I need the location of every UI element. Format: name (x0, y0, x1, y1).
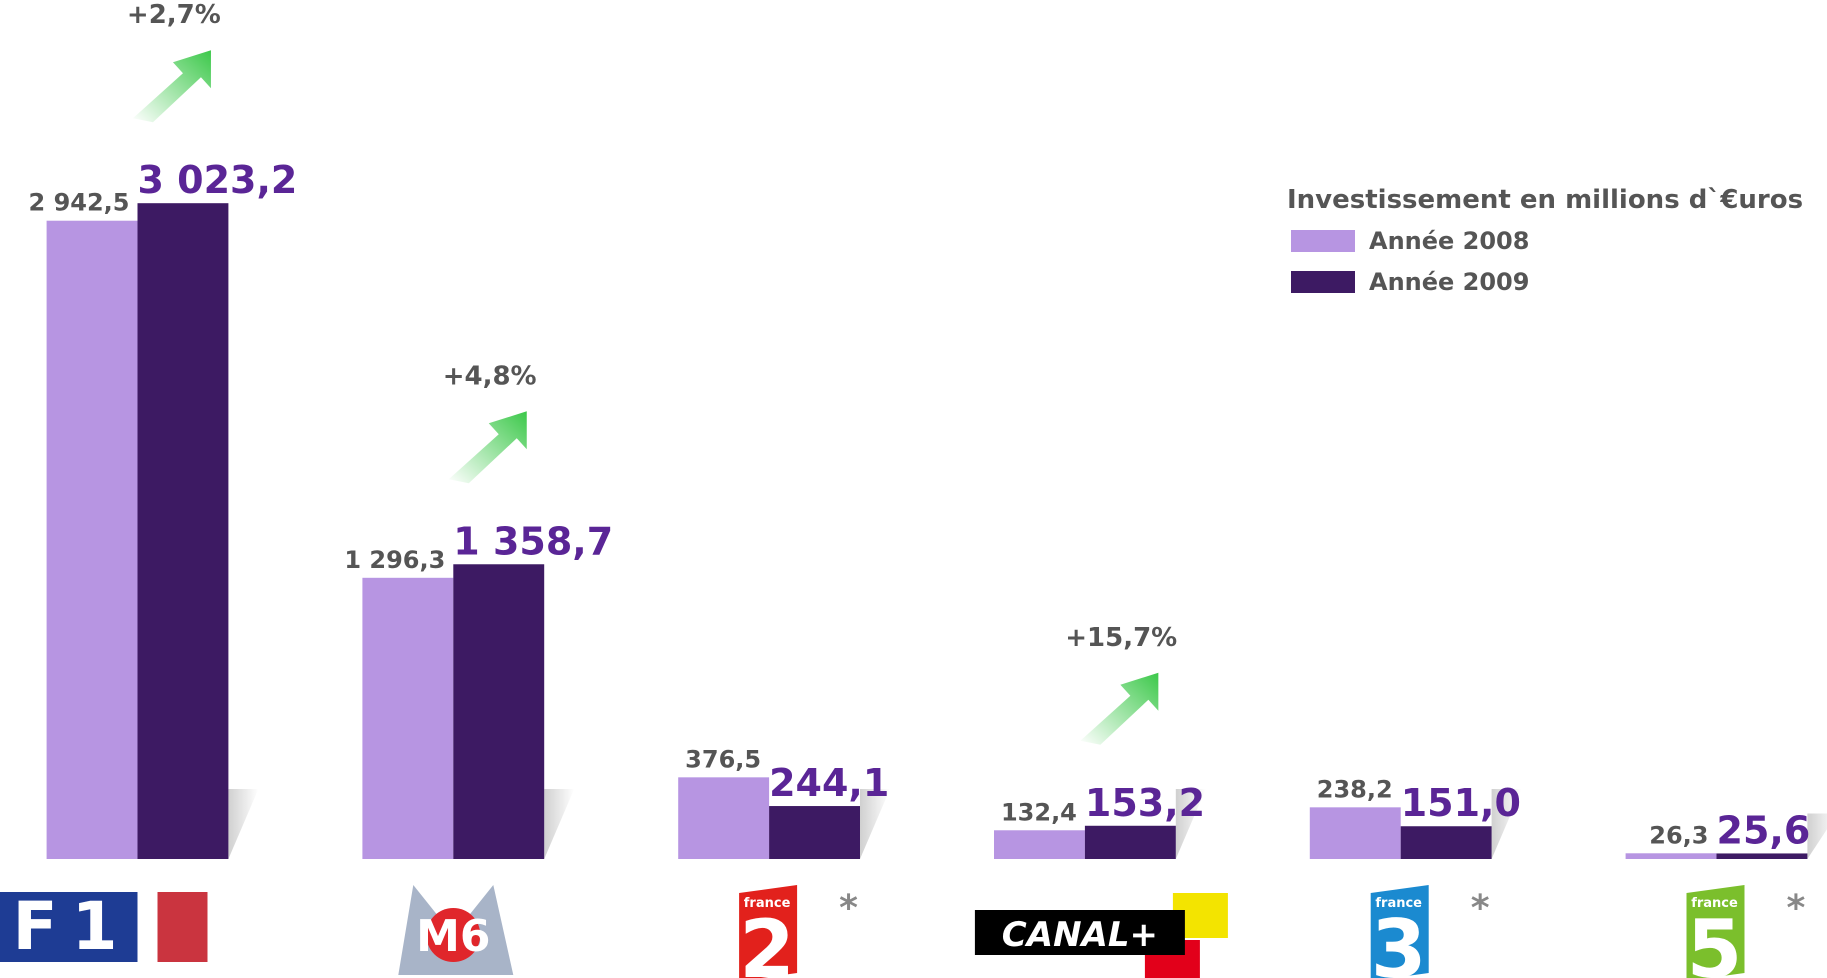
logo (1370, 885, 1429, 978)
logo (974, 910, 1185, 955)
value-label: 26,3 (1649, 821, 1708, 849)
logo-text: france (1375, 896, 1422, 911)
legend-label: Année 2009 (1369, 268, 1529, 296)
annotation: +15,7% (1065, 623, 1177, 653)
legend-swatch (1291, 230, 1355, 252)
bar-shadow (544, 789, 575, 859)
bar (1084, 825, 1176, 859)
bar-shadow (860, 789, 890, 859)
footnote-marker: * (1471, 888, 1490, 929)
value-label: 1 358,7 (453, 519, 613, 563)
bar-shadow (228, 789, 259, 859)
legend-title: Investissement en millions d`€uros (1287, 185, 1803, 215)
logo (426, 908, 481, 962)
value-label: 238,2 (1317, 775, 1393, 803)
bar (1716, 853, 1808, 859)
logo (157, 892, 208, 962)
logo (1686, 885, 1745, 978)
footnote-marker: * (1787, 888, 1806, 929)
logo-text: france (1691, 896, 1738, 911)
bar (137, 203, 229, 860)
logo (0, 892, 138, 962)
logo-text: 2 (739, 903, 795, 978)
annotation-arrow (448, 411, 527, 484)
logo-text: TF1 (0, 888, 132, 965)
logo (398, 885, 514, 975)
logo-text: 3 (1371, 903, 1427, 978)
value-label: 2 942,5 (29, 189, 130, 217)
value-label: 151,0 (1401, 781, 1521, 825)
bar (769, 806, 860, 859)
legend-label: Année 2008 (1369, 227, 1529, 255)
bar-shadow (1491, 789, 1522, 859)
footnote-marker: * (839, 888, 858, 929)
bar (1625, 853, 1717, 859)
annotation-arrow (1080, 672, 1159, 745)
value-label: 244,1 (769, 761, 889, 805)
value-label: 376,5 (685, 745, 761, 773)
value-label: 3 023,2 (138, 158, 298, 202)
logo-text: 5 (1687, 903, 1743, 978)
bar (994, 830, 1085, 859)
value-label: 153,2 (1085, 781, 1205, 825)
bar (453, 564, 545, 859)
bar (362, 577, 454, 859)
value-label: 132,4 (1001, 798, 1077, 826)
logo-text: M6 (416, 911, 490, 962)
bar (1400, 826, 1492, 859)
bar (46, 220, 138, 859)
annotation-arrow (132, 50, 211, 123)
value-label: 25,6 (1717, 808, 1811, 852)
annotation: +4,8% (443, 361, 537, 391)
bar (678, 777, 770, 859)
bar (1309, 807, 1401, 859)
logo (739, 885, 798, 978)
legend-swatch (1291, 271, 1355, 293)
bar-shadow (1175, 789, 1206, 859)
value-label: 1 296,3 (344, 546, 445, 574)
logo-text: france (744, 896, 791, 911)
logo-text: CANAL+ (1002, 915, 1158, 955)
annotation: +2,7% (127, 0, 221, 30)
bar-shadow (1807, 813, 1827, 859)
